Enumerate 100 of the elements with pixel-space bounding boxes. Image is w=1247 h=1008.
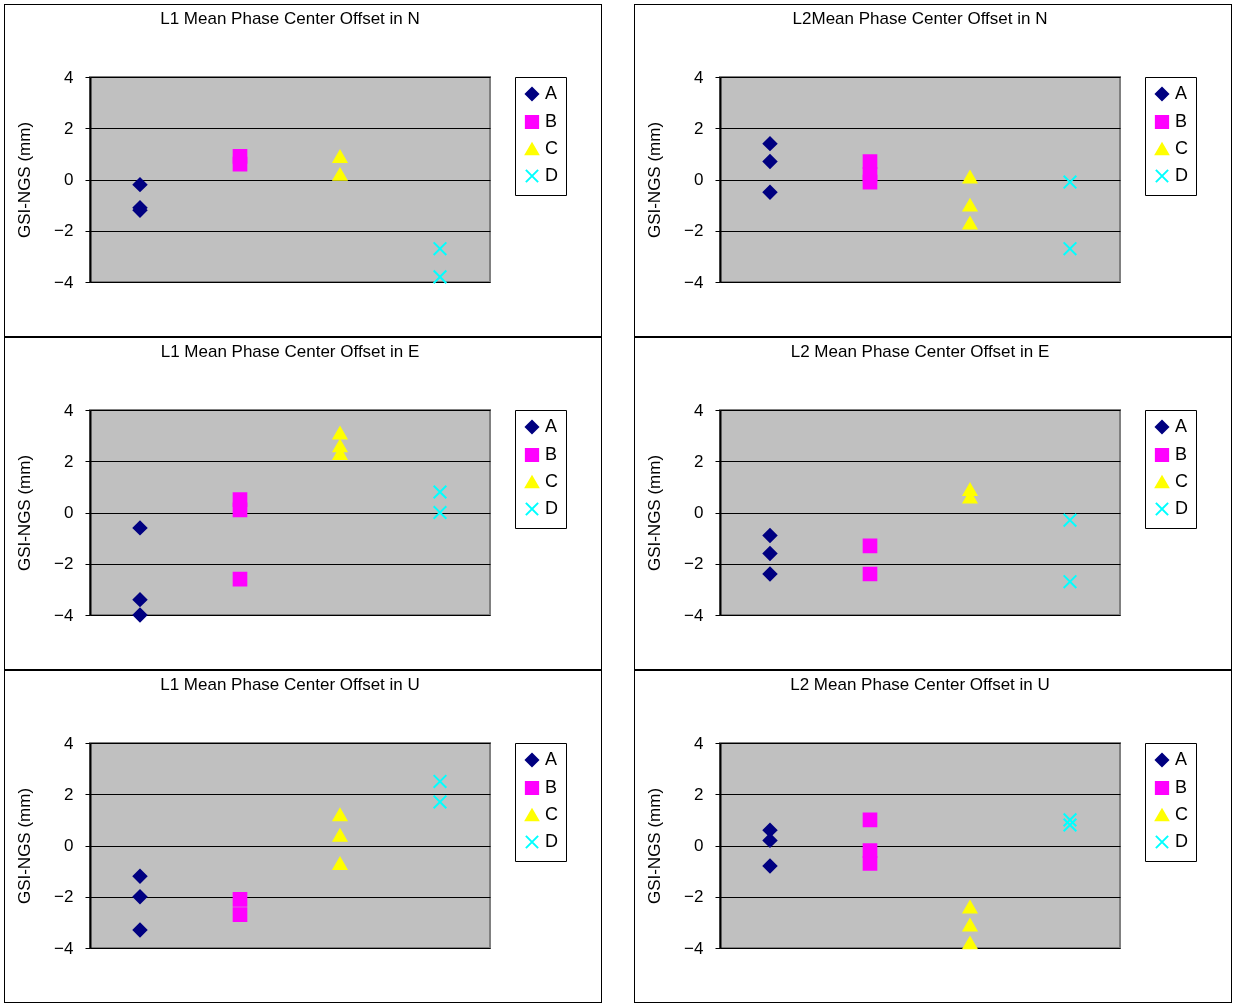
point <box>132 868 148 884</box>
legend-label: C <box>545 138 558 158</box>
point <box>1062 574 1078 590</box>
point <box>132 922 148 938</box>
legend-label: B <box>545 777 558 797</box>
point <box>862 538 878 554</box>
point <box>762 154 778 169</box>
point <box>962 198 978 212</box>
chart-title: L2Mean Phase Center Offset in N <box>792 9 1048 28</box>
y-tick-label: 4 <box>694 733 704 753</box>
legend-label: D <box>1175 165 1188 185</box>
point <box>762 184 778 200</box>
legend-label: A <box>545 83 558 103</box>
point <box>862 812 878 828</box>
chart-title: L1 Mean Phase Center Offset in E <box>160 342 420 361</box>
legend-label: C <box>545 804 558 824</box>
point <box>232 502 248 518</box>
point <box>762 566 778 582</box>
point <box>232 149 248 164</box>
point <box>962 170 978 184</box>
point <box>1062 174 1078 190</box>
y-tick-label: 0 <box>64 170 74 189</box>
point <box>232 907 248 923</box>
point <box>762 858 778 874</box>
point <box>332 426 348 440</box>
y-tick-label: −2 <box>684 554 704 574</box>
point <box>432 794 448 810</box>
point <box>1062 812 1078 828</box>
point <box>862 566 878 582</box>
point <box>432 505 448 520</box>
legend-label: D <box>1175 831 1188 851</box>
chart-title: L2 Mean Phase Center Offset in E <box>790 342 1050 361</box>
y-tick-label: −2 <box>54 887 74 907</box>
point <box>1062 817 1078 833</box>
y-tick-label: 2 <box>694 784 704 804</box>
point <box>132 889 148 905</box>
point <box>432 484 448 500</box>
legend-label: D <box>545 831 558 851</box>
point <box>132 592 148 607</box>
y-axis-title: GSI-NGS (mm) <box>15 121 35 239</box>
point <box>332 149 348 163</box>
y-tick-label: −4 <box>684 605 704 625</box>
legend-label: A <box>1175 749 1188 769</box>
legend-label: B <box>1175 444 1188 464</box>
legend-label: C <box>545 471 558 491</box>
point <box>862 174 878 190</box>
y-axis-title: GSI-NGS (mm) <box>645 787 665 905</box>
point <box>1062 241 1078 257</box>
legend-label: C <box>1175 138 1188 158</box>
y-tick-label: −2 <box>684 221 704 241</box>
y-tick-label: −4 <box>54 272 74 292</box>
y-tick-label: 4 <box>64 400 74 420</box>
y-tick-label: 4 <box>694 67 704 87</box>
legend-label: B <box>1175 111 1188 131</box>
legend-label: C <box>1175 471 1188 491</box>
y-tick-label: −4 <box>54 938 74 958</box>
y-tick-label: 4 <box>64 733 74 753</box>
legend-label: B <box>1175 777 1188 797</box>
point <box>332 808 348 822</box>
point <box>962 918 978 932</box>
point <box>432 241 448 257</box>
point <box>862 856 878 871</box>
y-axis-title: GSI-NGS (mm) <box>645 121 665 239</box>
point <box>332 856 348 870</box>
y-tick-label: 0 <box>694 836 704 855</box>
point <box>1062 512 1078 528</box>
legend-label: D <box>545 165 558 185</box>
point <box>432 269 448 285</box>
point <box>762 528 778 543</box>
y-tick-label: 0 <box>694 170 704 189</box>
y-tick-label: −4 <box>684 272 704 292</box>
point <box>962 936 978 950</box>
y-tick-label: 2 <box>694 118 704 138</box>
y-axis-title: GSI-NGS (mm) <box>15 787 35 905</box>
y-tick-label: 4 <box>694 400 704 420</box>
point <box>232 571 248 587</box>
point <box>762 136 778 151</box>
y-tick-label: −2 <box>684 887 704 907</box>
y-tick-label: 0 <box>64 836 74 855</box>
y-axis-title: GSI-NGS (mm) <box>645 454 665 572</box>
legend-label: C <box>1175 804 1188 824</box>
y-tick-label: 0 <box>694 503 704 522</box>
legend-label: B <box>545 444 558 464</box>
y-tick-label: 2 <box>64 451 74 471</box>
legend-label: A <box>1175 416 1188 436</box>
y-tick-label: 0 <box>64 503 74 522</box>
y-tick-label: −2 <box>54 554 74 574</box>
point <box>332 828 348 842</box>
legend-label: D <box>1175 498 1188 518</box>
y-tick-label: −4 <box>54 605 74 625</box>
chart-title: L2 Mean Phase Center Offset in U <box>790 675 1050 694</box>
y-tick-label: −2 <box>54 221 74 241</box>
legend-label: A <box>545 749 558 769</box>
point <box>432 774 448 789</box>
point <box>132 177 148 192</box>
point <box>332 167 348 181</box>
point <box>132 607 148 623</box>
point <box>962 216 978 230</box>
point <box>132 520 148 536</box>
y-tick-label: 4 <box>64 67 74 87</box>
